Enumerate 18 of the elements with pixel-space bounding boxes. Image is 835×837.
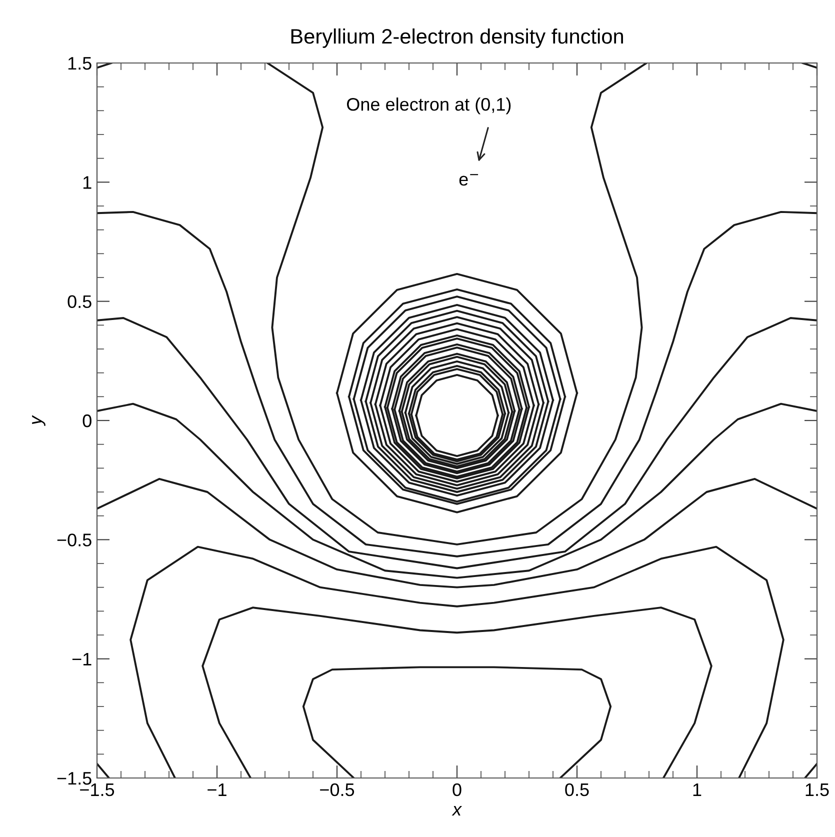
chart-title: Beryllium 2-electron density function: [291, 28, 623, 48]
y-tick-label: 1: [83, 176, 92, 189]
x-tick-label: 0.5: [565, 783, 589, 796]
annotation: One electron at (0,1): [346, 97, 511, 114]
y-tick-label: −1: [72, 652, 92, 666]
x-tick-label: 1.5: [806, 784, 829, 796]
x-axis-title: x: [452, 806, 462, 816]
x-tick-label: −0.5: [320, 783, 354, 796]
x-tick-label: 0: [452, 783, 462, 796]
y-tick-label: 0: [82, 414, 92, 428]
y-tick-label: 0.5: [68, 295, 92, 308]
y-axis-title: y: [32, 415, 46, 426]
y-tick-label: −0.5: [57, 534, 92, 546]
annotation: e$^{−}$: [459, 174, 478, 186]
y-tick-label: 1.5: [68, 57, 92, 70]
x-tick-label: 1: [693, 784, 702, 796]
y-tick-label: −1.5: [57, 772, 92, 785]
x-tick-label: −1: [208, 784, 226, 796]
